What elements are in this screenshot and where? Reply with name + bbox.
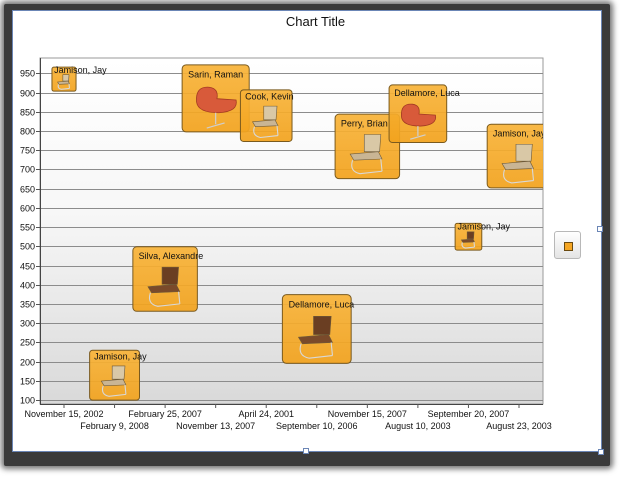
bubble[interactable]: Jamison, Jay — [486, 123, 551, 189]
chair-back — [466, 231, 475, 240]
x-tick-label: November 15, 2007 — [328, 409, 407, 419]
chair-frame — [299, 342, 334, 359]
bubble-label: Perry, Brian — [341, 118, 388, 128]
chair-seat — [196, 86, 237, 114]
y-tick-label: 900 — [20, 89, 35, 99]
bubble[interactable]: Jamison, Jay — [51, 65, 107, 92]
chair-leg — [410, 134, 426, 140]
chair-seat — [57, 80, 70, 85]
chair-frame — [148, 291, 181, 307]
bubble-label: Jamison, Jay — [54, 65, 107, 75]
chair-seat — [400, 103, 437, 127]
bubble-label: Jamison, Jay — [94, 352, 147, 362]
y-tick-label: 300 — [20, 319, 35, 329]
y-tick-label: 200 — [20, 358, 35, 368]
y-tick-label: 150 — [20, 377, 35, 387]
y-tick-label: 700 — [20, 165, 35, 175]
y-tick-label: 800 — [20, 127, 35, 137]
bubble[interactable]: Perry, Brian — [334, 113, 401, 180]
chair-back — [263, 105, 278, 121]
resize-handle-corner[interactable] — [598, 449, 604, 455]
y-tick-label: 750 — [20, 146, 35, 156]
chair-frame — [57, 83, 71, 90]
y-tick-label: 850 — [20, 108, 35, 118]
y-tick-label: 450 — [20, 262, 35, 272]
bubble[interactable]: Sarin, Raman — [181, 64, 250, 133]
chair-seat — [251, 119, 279, 128]
chair-back — [62, 74, 70, 82]
chair-seat — [147, 283, 181, 294]
chair-frame — [503, 168, 535, 184]
chair-seat — [349, 151, 383, 161]
x-tick-label: February 9, 2008 — [80, 421, 149, 431]
chair-frame — [461, 241, 476, 249]
bubble-label: Sarin, Raman — [188, 70, 243, 80]
y-tick-label: 650 — [20, 185, 35, 195]
legend — [554, 231, 581, 259]
bubble[interactable]: Cook, Kevin — [239, 89, 294, 142]
chair-seat — [501, 160, 534, 170]
bubble-label: Jamison, Jay — [458, 221, 511, 231]
chair-frame — [101, 384, 127, 397]
bubble-label: Silva, Alexandre — [139, 251, 204, 261]
legend-swatch — [564, 242, 573, 251]
bubble[interactable]: Jamison, Jay — [454, 221, 511, 251]
y-tick-label: 550 — [20, 223, 35, 233]
chart-title: Chart Title — [285, 14, 346, 29]
bubble-label: Dellamore, Luca — [289, 300, 355, 310]
x-tick-label: November 13, 2007 — [176, 421, 255, 431]
chair-frame — [351, 158, 383, 175]
x-tick-label: August 23, 2003 — [486, 421, 552, 431]
y-tick-label: 350 — [20, 300, 35, 310]
x-tick-label: August 10, 2003 — [385, 421, 451, 431]
resize-handle-right[interactable] — [597, 226, 603, 232]
x-tick-label: April 24, 2001 — [238, 409, 294, 419]
chair-frame — [253, 125, 279, 139]
bubble-label: Cook, Kevin — [245, 92, 294, 102]
bubble[interactable]: Dellamore, Luca — [388, 84, 460, 144]
resize-handle-bottom[interactable] — [303, 448, 309, 454]
bubble[interactable]: Jamison, Jay — [89, 349, 148, 401]
bubble-label: Dellamore, Luca — [394, 88, 460, 98]
bubble[interactable]: Silva, Alexandre — [132, 246, 204, 312]
chair-back — [161, 266, 179, 285]
y-tick-label: 600 — [20, 204, 35, 214]
x-tick-label: September 10, 2006 — [276, 421, 358, 431]
chair-seat — [100, 378, 127, 387]
x-tick-label: November 15, 2002 — [24, 409, 103, 419]
y-tick-label: 400 — [20, 281, 35, 291]
chair-back — [111, 365, 126, 380]
chair-leg — [206, 122, 225, 129]
bubble-marker — [486, 123, 543, 189]
chair-back — [363, 134, 382, 152]
y-tick-label: 100 — [20, 396, 35, 406]
chair-back — [515, 143, 533, 162]
y-tick-label: 250 — [20, 338, 35, 348]
x-tick-label: February 25, 2007 — [128, 409, 202, 419]
y-tick-label: 500 — [20, 242, 35, 252]
chair-seat — [297, 334, 333, 345]
chair-back — [313, 316, 332, 335]
bubble[interactable]: Dellamore, Luca — [281, 294, 355, 364]
x-tick-label: September 20, 2007 — [428, 409, 510, 419]
bubble-label: Jamison, Jay — [493, 128, 546, 138]
y-tick-label: 950 — [20, 69, 35, 79]
